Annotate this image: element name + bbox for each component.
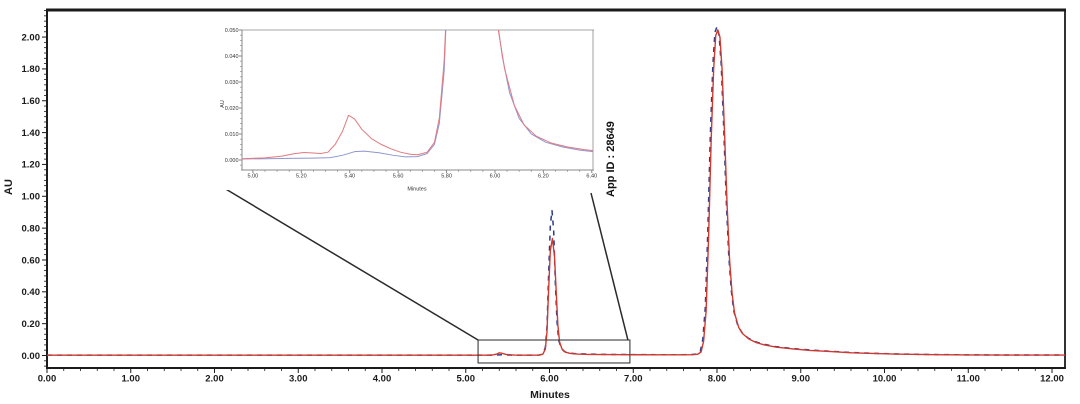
x-tick-label: 1.00 — [122, 374, 141, 385]
y-tick-label: 1.00 — [22, 192, 41, 203]
blue-trace-zoomed — [242, 30, 593, 160]
zoom-connector-right — [590, 192, 629, 341]
y-tick-label: 0.60 — [22, 255, 41, 266]
x-tick-label: 11.00 — [957, 374, 980, 385]
x-tick-label: 5.60 — [393, 174, 404, 180]
inset-background — [214, 24, 595, 190]
x-tick-label: 12.00 — [1040, 374, 1064, 385]
x-tick-label: 5.20 — [296, 174, 307, 180]
zoom-link-annotation — [223, 187, 631, 364]
x-tick-label: 4.00 — [373, 374, 392, 385]
x-tick-label: 5.80 — [441, 174, 452, 180]
main-x-axis-title: Minutes — [530, 389, 570, 401]
y-tick-label: 1.40 — [22, 128, 41, 139]
y-tick-label: 0.20 — [22, 319, 41, 330]
x-tick-label: 0.00 — [38, 374, 57, 385]
x-tick-label: 6.40 — [586, 174, 597, 180]
y-tick-label: 0.040 — [225, 54, 239, 60]
y-tick-label: 0.020 — [225, 106, 239, 112]
y-tick-label: 0.00 — [22, 351, 41, 362]
x-tick-label: 5.00 — [248, 174, 259, 180]
y-tick-label: 0.010 — [225, 132, 239, 138]
inset-chart: 5.00 5.20 5.40 5.60 5.80 6.00 6.20 6.40 0.000 0.0… — [214, 24, 597, 190]
app-id-label: App ID : 28649 — [605, 121, 617, 197]
y-tick-label: 0.050 — [225, 28, 239, 34]
zoom-region-box — [477, 339, 631, 364]
y-tick-label: 0.030 — [225, 80, 239, 86]
red-trace-zoomed — [242, 30, 593, 160]
zoom-connector-left — [223, 187, 479, 341]
x-tick-label: 6.20 — [538, 174, 549, 180]
x-tick-label: 2.00 — [205, 374, 224, 385]
inset-x-axis-title: Minutes — [407, 187, 427, 193]
y-tick-label: 1.20 — [22, 160, 41, 171]
x-tick-label: 6.00 — [540, 374, 559, 385]
y-tick-label: 1.80 — [22, 64, 41, 75]
x-tick-label: 6.00 — [490, 174, 501, 180]
main-y-axis-title: AU — [3, 179, 15, 195]
x-tick-label: 9.00 — [792, 374, 811, 385]
y-tick-label: 0.000 — [225, 158, 239, 164]
y-tick-label: 0.80 — [22, 223, 41, 234]
x-tick-label: 8.00 — [708, 374, 727, 385]
y-tick-label: 1.60 — [22, 96, 41, 107]
x-tick-label: 10.00 — [873, 374, 897, 385]
inset-y-axis-title: AU — [220, 100, 226, 108]
x-tick-label: 5.40 — [344, 174, 355, 180]
y-tick-label: 2.00 — [22, 32, 41, 43]
x-tick-label: 5.00 — [457, 374, 476, 385]
y-tick-label: 0.40 — [22, 287, 41, 298]
main-chart: 0.00 1.00 2.00 3.00 4.00 5.00 6.00 7.00 8.00 9.00… — [22, 8, 1066, 385]
red-solid-trace — [47, 29, 1065, 356]
axis-titles: AU Minutes AU Minutes App ID : 28649 — [3, 100, 617, 401]
x-tick-label: 7.00 — [624, 374, 643, 385]
x-tick-label: 3.00 — [289, 374, 308, 385]
